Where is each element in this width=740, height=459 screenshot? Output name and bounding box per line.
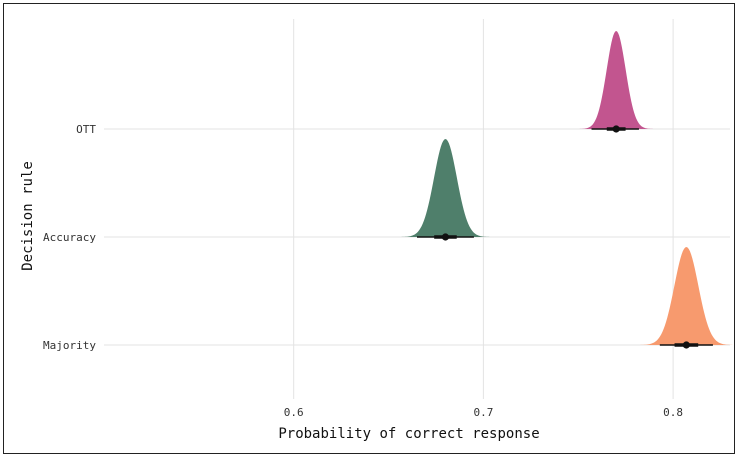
median-point-ott — [612, 125, 620, 133]
density-majority — [638, 247, 735, 345]
x-tick-label: 0.6 — [284, 406, 304, 419]
density-ott — [578, 31, 655, 129]
y-axis-title: Decision rule — [20, 161, 36, 271]
half-eye-chart: 0.6 0.7 0.8 OTT Accuracy Majority Probability… — [20, 19, 735, 442]
density-layer — [399, 31, 735, 345]
x-tick-label: 0.7 — [473, 406, 493, 419]
interval-layer — [417, 125, 713, 349]
x-axis-title: Probability of correct response — [278, 426, 539, 442]
label-layer: 0.6 0.7 0.8 OTT Accuracy Majority — [43, 123, 683, 419]
chart-frame: 0.6 0.7 0.8 OTT Accuracy Majority Probability… — [3, 3, 735, 454]
y-tick-label: Accuracy — [43, 231, 96, 244]
y-tick-label: Majority — [43, 339, 96, 352]
grid-layer — [104, 19, 730, 399]
median-point-accuracy — [441, 233, 450, 241]
x-tick-label: 0.8 — [663, 406, 683, 419]
y-tick-label: OTT — [76, 123, 96, 136]
density-accuracy — [399, 139, 491, 237]
median-point-majority — [682, 341, 690, 349]
